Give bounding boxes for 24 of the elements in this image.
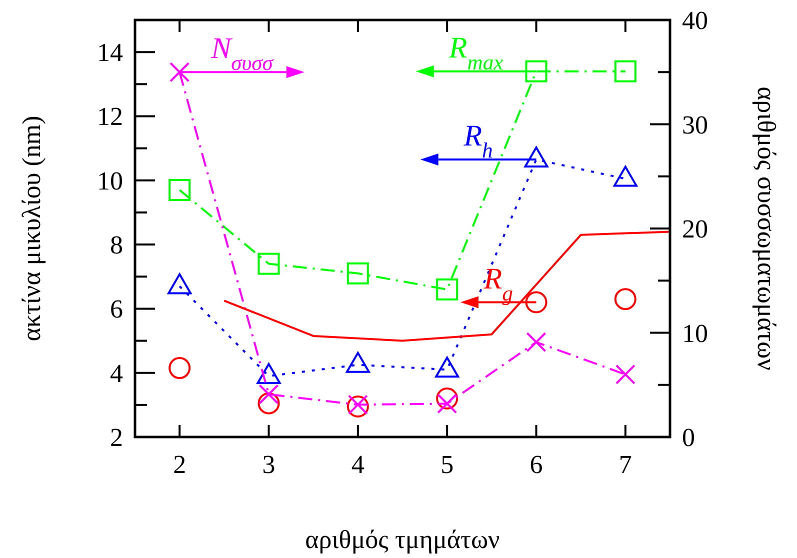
legend-label: R$_{h}$ [462, 120, 493, 163]
x-tick-label: 6 [530, 450, 543, 479]
y-tick-label: 14 [97, 38, 123, 68]
y2-tick-label: 10 [682, 318, 708, 348]
x-tick-label: 2 [173, 450, 186, 479]
legend-label: R$_{max}$ [448, 31, 504, 74]
y2-tick-label: 20 [682, 214, 708, 244]
y-tick-label: 2 [110, 423, 123, 452]
y-tick-label: 6 [110, 294, 123, 324]
y2-axis-title: αριθμός συσσωματωμάτων [752, 86, 781, 371]
y-tick-label: 10 [97, 166, 123, 196]
x-tick-label: 7 [618, 450, 632, 479]
series-label: N$_{συσσ}$ [210, 32, 274, 76]
x-tick-label: 4 [351, 450, 364, 479]
y2-tick-label: 30 [682, 110, 708, 140]
x-tick-label: 3 [262, 450, 276, 479]
y-axis-title: ακτίνα μικυλίου (nm) [17, 116, 46, 342]
x-tick-label: 5 [440, 450, 454, 479]
y-tick-label: 4 [110, 358, 123, 388]
y2-tick-label: 40 [682, 6, 708, 35]
y2-tick-label: 0 [682, 423, 695, 452]
x-axis-title: αριθμός τμημάτων [305, 525, 500, 554]
y-tick-label: 12 [97, 102, 123, 132]
y-tick-label: 8 [110, 230, 123, 260]
